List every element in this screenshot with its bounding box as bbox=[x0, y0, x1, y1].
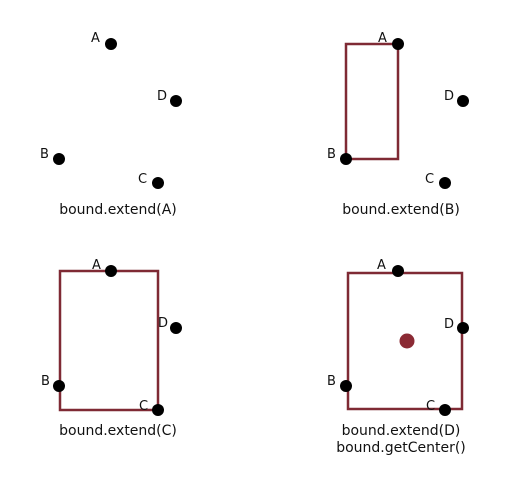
point-label-c: C bbox=[426, 399, 435, 414]
point-label-d: D bbox=[158, 316, 168, 331]
point-label-a: A bbox=[92, 258, 101, 273]
bound-rectangle bbox=[58, 269, 160, 412]
panel-caption: bound.extend(C) bbox=[59, 423, 177, 439]
panel-caption: bound.getCenter() bbox=[336, 440, 466, 456]
point-label-c: C bbox=[425, 172, 434, 187]
point-label-a: A bbox=[91, 31, 100, 46]
point-d bbox=[457, 322, 469, 334]
bound-center-point bbox=[399, 333, 415, 349]
bound-rectangle bbox=[346, 271, 464, 411]
bound-rectangle bbox=[344, 42, 400, 161]
point-d bbox=[170, 95, 182, 107]
point-label-b: B bbox=[327, 147, 336, 162]
point-a bbox=[105, 38, 117, 50]
point-b bbox=[53, 380, 65, 392]
point-label-c: C bbox=[138, 172, 147, 187]
panel-caption: bound.extend(A) bbox=[59, 202, 177, 218]
point-c bbox=[439, 404, 451, 416]
point-a bbox=[392, 38, 404, 50]
point-label-d: D bbox=[157, 89, 167, 104]
point-label-d: D bbox=[444, 89, 454, 104]
panel-caption: bound.extend(B) bbox=[342, 202, 460, 218]
point-b bbox=[340, 153, 352, 165]
point-a bbox=[392, 265, 404, 277]
point-label-b: B bbox=[40, 147, 49, 162]
panel-caption: bound.extend(D) bbox=[342, 423, 461, 439]
point-d bbox=[170, 322, 182, 334]
point-label-b: B bbox=[41, 374, 50, 389]
point-label-b: B bbox=[327, 374, 336, 389]
point-b bbox=[53, 153, 65, 165]
point-d bbox=[457, 95, 469, 107]
point-label-c: C bbox=[139, 399, 148, 414]
point-c bbox=[439, 177, 451, 189]
point-label-a: A bbox=[377, 258, 386, 273]
point-a bbox=[105, 265, 117, 277]
point-label-a: A bbox=[378, 31, 387, 46]
point-c bbox=[152, 177, 164, 189]
point-b bbox=[340, 380, 352, 392]
point-c bbox=[152, 404, 164, 416]
point-label-d: D bbox=[444, 317, 454, 332]
